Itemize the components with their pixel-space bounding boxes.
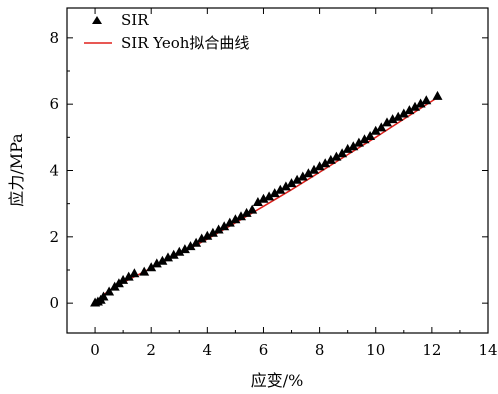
- data-point: [348, 141, 359, 151]
- x-tick-label: 8: [315, 341, 325, 359]
- y-tick-label: 2: [49, 228, 59, 246]
- data-point: [236, 211, 246, 221]
- data-point: [432, 90, 443, 100]
- y-tick-label: 6: [49, 95, 59, 113]
- legend-label-sir: SIR: [121, 11, 149, 29]
- data-point: [139, 266, 150, 276]
- x-tick-label: 0: [90, 341, 100, 359]
- data-point: [241, 207, 252, 217]
- data-point: [269, 188, 280, 198]
- data-point: [410, 101, 420, 111]
- y-axis-label: 应力/MPa: [7, 133, 26, 207]
- data-point: [224, 217, 235, 227]
- legend-marker-sir: [92, 16, 102, 24]
- data-point: [314, 161, 325, 171]
- x-tick-label: 2: [146, 341, 156, 359]
- data-point: [275, 184, 286, 194]
- data-point: [207, 227, 218, 237]
- data-point: [213, 224, 224, 234]
- data-point: [196, 233, 207, 243]
- data-point: [325, 154, 336, 164]
- data-point: [393, 111, 404, 121]
- data-point: [404, 105, 415, 115]
- data-point: [309, 164, 319, 174]
- data-point: [376, 122, 387, 132]
- data-point: [297, 171, 308, 181]
- y-tick-label: 4: [49, 162, 59, 180]
- data-point: [179, 244, 190, 254]
- data-point: [247, 204, 258, 214]
- data-point: [292, 174, 303, 184]
- data-point: [252, 197, 263, 206]
- data-point: [331, 151, 342, 161]
- data-marks: [90, 90, 443, 307]
- data-point: [264, 191, 275, 201]
- y-tick-label: 8: [49, 29, 59, 47]
- data-point: [303, 168, 314, 178]
- axes: 0 2 4 6 8 10 12 14 0 2 4 6 8: [49, 8, 498, 359]
- data-point: [219, 221, 230, 231]
- data-point: [320, 158, 331, 168]
- data-point: [185, 241, 196, 251]
- data-point: [382, 117, 392, 127]
- x-axis-label: 应变/%: [251, 371, 304, 390]
- data-point: [280, 181, 291, 191]
- y-tick-label: 0: [49, 294, 59, 312]
- data-point: [398, 108, 409, 118]
- data-point: [168, 249, 179, 259]
- data-point: [286, 178, 297, 188]
- data-point: [118, 274, 129, 284]
- data-point: [151, 258, 162, 268]
- data-point: [146, 262, 157, 272]
- data-point: [157, 255, 168, 265]
- data-point: [370, 125, 381, 135]
- data-point: [104, 286, 115, 296]
- data-point: [258, 193, 269, 203]
- data-point: [421, 95, 432, 105]
- plot-frame: [66, 7, 489, 334]
- data-point: [230, 214, 241, 224]
- data-point: [202, 230, 213, 240]
- data-point: [191, 237, 202, 247]
- data-point: [98, 291, 109, 301]
- x-tick-label: 10: [366, 341, 385, 359]
- legend-label-yeoh: SIR Yeoh拟合曲线: [121, 34, 249, 52]
- data-point: [365, 131, 376, 140]
- data-point: [163, 252, 173, 262]
- data-point: [342, 143, 353, 153]
- x-tick-label: 12: [422, 341, 441, 359]
- data-point: [353, 137, 364, 147]
- x-tick-label: 6: [259, 341, 269, 359]
- data-point: [174, 246, 185, 256]
- data-point: [129, 268, 140, 278]
- data-point: [359, 134, 370, 144]
- x-tick-label: 14: [478, 341, 497, 359]
- data-point: [123, 271, 134, 281]
- data-point: [415, 98, 426, 108]
- data-point: [387, 114, 398, 124]
- data-point: [337, 148, 348, 158]
- x-tick-label: 4: [203, 341, 213, 359]
- legend: SIR SIR Yeoh拟合曲线: [84, 11, 249, 52]
